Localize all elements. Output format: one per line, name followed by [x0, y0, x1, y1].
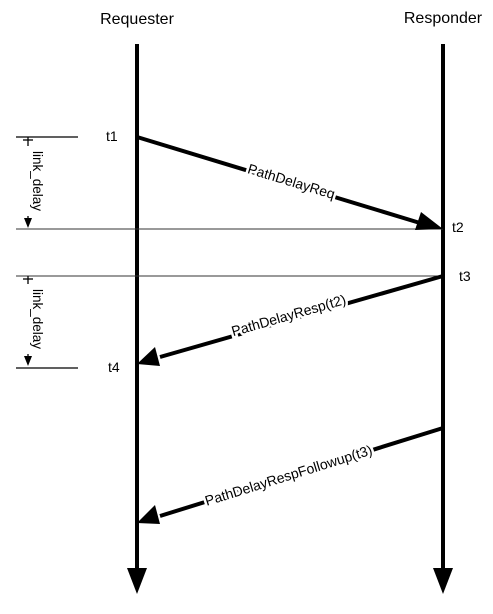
t2-label: t2: [452, 219, 464, 235]
path-delay-resp-followup-label: PathDelayRespFollowup(t3): [203, 442, 374, 509]
t1-label: t1: [106, 128, 118, 144]
responder-label: Responder: [404, 10, 483, 27]
requester-label: Requester: [100, 11, 174, 28]
t4-label: t4: [108, 359, 120, 375]
path-delay-resp-label: PathDelayResp(t2): [230, 291, 348, 339]
message-path-delay-req: PathDelayReq: [136, 135, 443, 230]
t3-label: t3: [459, 268, 471, 284]
link-delay-interval-2: link_delay: [17, 276, 45, 366]
message-path-delay-resp-followup: PathDelayRespFollowup(t3): [137, 426, 444, 524]
link-delay-interval-1: link_delay: [17, 137, 45, 228]
message-path-delay-resp: PathDelayResp(t2): [137, 274, 444, 366]
path-delay-req-label: PathDelayReq: [246, 160, 337, 202]
responder-lifeline-arrowhead: [433, 568, 453, 594]
link-delay-label-2: link_delay: [30, 289, 45, 349]
requester-lifeline-arrowhead: [127, 568, 147, 594]
link-delay-label-1: link_delay: [30, 151, 45, 211]
